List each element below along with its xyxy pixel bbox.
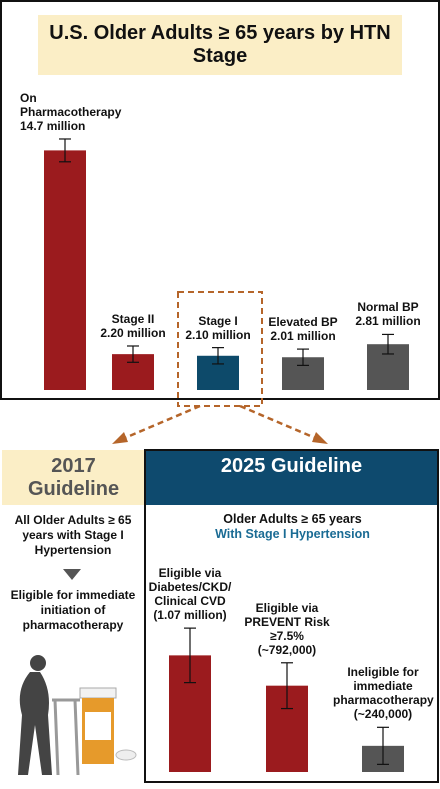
arrow-heads bbox=[112, 432, 328, 444]
bar-label: Eligible via PREVENT Risk ≥7.5% (~792,000… bbox=[237, 601, 337, 657]
guideline-2025-title: 2025 Guideline bbox=[220, 455, 363, 477]
chart-title: U.S. Older Adults ≥ 65 years by HTN Stag… bbox=[49, 22, 391, 67]
guideline-2017-title: 2017 Guideline bbox=[27, 455, 120, 500]
subtitle: With Stage I Hypertension bbox=[215, 527, 370, 541]
value-label: (1.07 million) bbox=[153, 608, 227, 623]
error-bar bbox=[59, 138, 71, 163]
bar-label: Ineligible for immediate pharmacotherapy… bbox=[333, 665, 434, 722]
category-label: Ineligible for immediate pharmacotherapy bbox=[333, 665, 434, 708]
panel-2025 bbox=[144, 449, 439, 783]
bar bbox=[44, 150, 86, 390]
bar-label: Eligible via Diabetes/CKD/ Clinical CVD(… bbox=[140, 566, 240, 622]
bar-label: On Pharmacotherapy 14.7 million bbox=[20, 91, 130, 133]
top-panel bbox=[0, 0, 440, 400]
value-label: 2.01 million bbox=[270, 329, 336, 344]
highlight-box bbox=[177, 291, 263, 407]
error-bar bbox=[281, 662, 293, 710]
title-box bbox=[38, 15, 402, 75]
value-label: 2.10 million bbox=[185, 327, 251, 342]
category-label: On Pharmacotherapy bbox=[20, 90, 122, 119]
error-bar bbox=[382, 333, 394, 355]
error-bar bbox=[212, 347, 224, 365]
subtitle: Older Adults ≥ 65 years bbox=[223, 512, 362, 526]
value-label: (~792,000) bbox=[257, 642, 317, 657]
error-bar bbox=[377, 726, 389, 765]
value-label: 2.20 million bbox=[100, 326, 166, 340]
error-bar bbox=[184, 627, 196, 684]
error-bar bbox=[297, 348, 309, 366]
arrow-lines bbox=[119, 404, 321, 442]
category-label: Stage I bbox=[198, 313, 238, 328]
bar-label: Elevated BP 2.01 million bbox=[257, 315, 349, 343]
bar-label: Normal BP 2.81 million bbox=[342, 300, 434, 328]
bar-label: Stage I 2.10 million bbox=[172, 314, 264, 342]
error-bar bbox=[127, 345, 139, 363]
category-label: Eligible via Diabetes/CKD/ Clinical CVD bbox=[148, 566, 232, 609]
value-label: 14.7 million bbox=[20, 118, 86, 133]
category-label: Stage II bbox=[111, 312, 155, 326]
outcome-text: Eligible for immediate initiation of pha… bbox=[10, 588, 136, 632]
category-label: Eligible via PREVENT Risk ≥7.5% bbox=[244, 600, 330, 643]
illustration bbox=[18, 655, 137, 776]
header-2025 bbox=[145, 450, 438, 505]
category-label: Normal BP bbox=[357, 300, 419, 315]
value-label: (~240,000) bbox=[353, 707, 413, 722]
bar-label: Stage II 2.20 million bbox=[87, 312, 179, 340]
header-2017 bbox=[2, 450, 145, 505]
population-text: All Older Adults ≥ 65 years with Stage I… bbox=[14, 513, 132, 557]
down-triangle bbox=[63, 569, 81, 580]
category-label: Elevated BP bbox=[268, 315, 338, 330]
value-label: 2.81 million bbox=[355, 314, 421, 329]
